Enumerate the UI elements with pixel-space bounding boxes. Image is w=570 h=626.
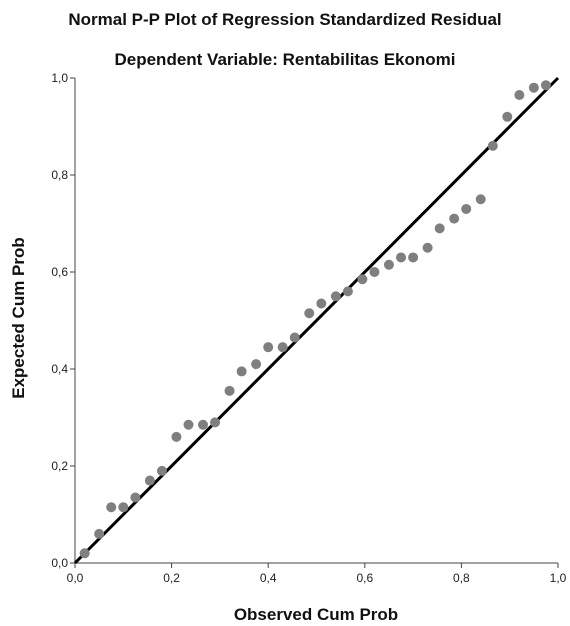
data-point — [396, 252, 407, 263]
data-point — [304, 308, 315, 319]
reference-line — [73, 76, 560, 565]
data-point — [197, 419, 208, 430]
y-tick-label: 0,0 — [51, 556, 68, 570]
data-point — [528, 82, 539, 93]
data-point — [422, 242, 433, 253]
x-tick-label: 0,2 — [163, 571, 180, 585]
data-point — [357, 274, 368, 285]
data-point — [540, 80, 551, 91]
data-point — [502, 111, 513, 122]
data-point — [277, 342, 288, 353]
data-point — [210, 417, 221, 428]
y-tick-label: 0,8 — [51, 168, 68, 182]
data-point — [449, 213, 460, 224]
data-point — [369, 267, 380, 277]
data-point — [434, 223, 445, 234]
reference-line-group — [73, 76, 560, 565]
data-point — [342, 286, 353, 297]
data-point — [251, 359, 262, 370]
data-point — [118, 502, 129, 513]
x-tick-label: 0,4 — [260, 571, 277, 585]
chart-subtitle: Dependent Variable: Rentabilitas Ekonomi — [114, 50, 456, 69]
data-point — [408, 252, 419, 263]
axes — [74, 78, 558, 564]
y-ticks: 0,0 0,2 0,4 0,6 0,8 1,0 — [51, 71, 75, 570]
x-tick-label: 1,0 — [550, 571, 567, 585]
data-point — [487, 140, 498, 151]
chart-title: Normal P-P Plot of Regression Standardiz… — [68, 10, 502, 29]
data-point — [144, 475, 155, 486]
data-point — [316, 298, 327, 309]
y-tick-label: 0,2 — [51, 459, 68, 473]
data-point — [79, 548, 90, 559]
data-point — [224, 385, 235, 396]
data-point — [171, 431, 182, 442]
data-point — [383, 259, 394, 270]
x-axis-title: Observed Cum Prob — [234, 605, 398, 624]
x-tick-label: 0,0 — [67, 571, 84, 585]
data-point — [94, 528, 105, 539]
x-tick-label: 0,8 — [453, 571, 470, 585]
data-point — [236, 366, 247, 377]
data-point — [514, 89, 525, 100]
data-point — [475, 194, 486, 205]
data-point — [289, 332, 300, 343]
y-tick-label: 0,4 — [51, 362, 68, 376]
x-tick-label: 0,6 — [356, 571, 373, 585]
data-point — [263, 342, 274, 353]
x-ticks: 0,0 0,2 0,4 0,6 0,8 1,0 — [67, 563, 567, 585]
y-axis-title: Expected Cum Prob — [9, 237, 28, 399]
data-point — [330, 291, 341, 302]
data-point — [183, 419, 194, 430]
data-point — [156, 465, 167, 476]
data-point — [106, 502, 117, 513]
y-tick-label: 0,6 — [51, 265, 68, 279]
data-point — [130, 492, 141, 503]
data-points — [79, 80, 551, 559]
y-tick-label: 1,0 — [51, 71, 68, 85]
data-point — [461, 203, 472, 214]
